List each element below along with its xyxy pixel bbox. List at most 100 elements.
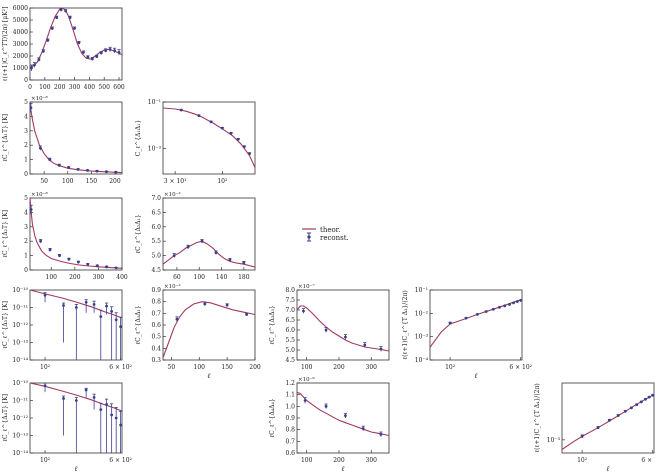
data-point xyxy=(512,301,515,305)
x-tick-label: 200 xyxy=(249,364,261,371)
x-tick-label: 10² xyxy=(445,364,456,371)
y-tick-label: 1 xyxy=(24,157,28,164)
y-tick-label: 10⁻¹⁰ xyxy=(12,287,28,294)
x-axis-label: ℓ xyxy=(606,465,610,473)
y-axis-label: C_ℓ^{Δ₁Δ₁} xyxy=(135,120,142,157)
data-point xyxy=(635,403,639,407)
y-tick-label: 10⁻¹³ xyxy=(12,433,28,440)
subplot-p33: 100 200 300 4.5 5.0 5.5 6.0 6.5 7.0 7.5 8.0 ×10⁻⁷ ℓC… xyxy=(269,283,390,371)
subplot-p21: 60 100 140 180 4.5 5.0 5.5 6.0 6.5 7.0 ×10⁻² ℓC_ℓ^{… xyxy=(135,191,256,281)
y-tick-label: 8.0 xyxy=(285,287,295,294)
x-tick-label: 0 xyxy=(28,84,32,91)
data-point xyxy=(57,163,61,167)
y-tick-label: 1 xyxy=(24,253,28,260)
x-tick-label: 400 xyxy=(84,84,96,91)
data-point xyxy=(48,158,52,162)
y-axis-label: ℓC_ℓ^{Δ₃Δ₃} xyxy=(269,305,276,345)
subplot-p43: 100 200 300 0.6 0.7 0.8 0.9 1.0 1.1 1.2 ×10⁻⁶ ℓC_ℓ^… xyxy=(269,376,390,473)
x-tick-label: 50 xyxy=(168,364,176,371)
data-point xyxy=(90,57,94,61)
data-point xyxy=(110,309,114,313)
y-tick-label: 10⁻¹⁴ xyxy=(12,357,28,364)
y-tick-label: 10⁻⁴ xyxy=(415,357,429,364)
data-point xyxy=(119,325,123,329)
x-tick-label: 100 xyxy=(194,364,206,371)
data-point xyxy=(197,114,201,118)
y-tick-label: 7.0 xyxy=(285,307,295,314)
data-point xyxy=(104,49,108,52)
y-axis-label: ℓC_ℓ^{Δ₃T} [K] xyxy=(2,301,9,349)
x-tick-label: 50 xyxy=(40,178,48,185)
x-tick-label: 200 xyxy=(69,274,81,281)
data-point xyxy=(30,66,33,70)
data-point xyxy=(119,423,123,427)
y-tick-label: 2000 xyxy=(13,53,28,60)
subplot-p11: 3 × 10¹ 10² 10⁻³ 10⁻¹ C_ℓ^{Δ₁Δ₁} xyxy=(135,99,256,185)
x-tick-label: 300 xyxy=(93,274,105,281)
x-axis-label: ℓ xyxy=(341,465,345,473)
x-axis-label: ℓ xyxy=(207,372,211,380)
data-point xyxy=(203,302,207,306)
subplot-p00: 0 100 200 300 400 500 600010002000300040005000… xyxy=(2,5,125,91)
x-tick-label: 400 xyxy=(116,274,128,281)
x-tick-label: 6 × 10² xyxy=(641,457,655,464)
y-tick-label: 1.2 xyxy=(285,380,295,387)
data-point xyxy=(114,318,118,322)
y-tick-label: 10⁻³ xyxy=(547,437,561,444)
data-point xyxy=(580,434,584,438)
y-exponent-label: ×10⁻⁸ xyxy=(31,191,49,198)
series-theory-line xyxy=(296,305,390,352)
x-tick-label: 300 xyxy=(69,84,81,91)
data-point xyxy=(68,16,72,19)
axis-frame xyxy=(162,289,256,361)
series-theory-line xyxy=(29,104,123,174)
data-point xyxy=(172,254,176,257)
data-point xyxy=(302,309,305,313)
legend: theor. reconst. xyxy=(302,226,349,242)
y-exponent-label: ×10⁻² xyxy=(164,191,181,198)
y-tick-label: 2 xyxy=(24,142,28,149)
axis-frame xyxy=(429,289,523,361)
y-axis-label: ℓC_ℓ^{Δ₂Δ₁} xyxy=(135,214,142,254)
y-tick-label: 3 xyxy=(24,224,28,231)
y-axis-label: ℓ(ℓ+1)C_ℓ^{T Δ₃}/(2π) xyxy=(402,290,409,360)
x-tick-label: 200 xyxy=(109,178,121,185)
subplot-p30: 10² 6 × 10² 10⁻¹⁴ 10⁻¹³ 10⁻¹² 10⁻¹¹ 10⁻¹⁰ℓC_ℓ^… xyxy=(2,287,133,371)
data-point xyxy=(84,300,88,304)
data-point xyxy=(37,58,41,61)
x-tick-label: 500 xyxy=(98,84,110,91)
series-theory-line xyxy=(429,298,523,348)
data-point xyxy=(117,51,121,54)
x-tick-label: 600 xyxy=(113,84,125,91)
axis-frame xyxy=(29,197,123,271)
legend-reconst-label: reconst. xyxy=(320,234,349,242)
y-tick-label: 4.5 xyxy=(151,267,161,274)
y-tick-label: 4 xyxy=(24,113,28,120)
data-point xyxy=(59,8,63,12)
x-tick-label: 100 xyxy=(301,364,313,371)
y-tick-label: 10⁻³ xyxy=(148,145,162,152)
axis-frame xyxy=(296,382,390,454)
data-point xyxy=(214,251,218,255)
data-point xyxy=(225,303,229,307)
y-axis-label: ℓC_ℓ^{Δ₁T} [K] xyxy=(2,114,9,162)
y-tick-label: 2 xyxy=(24,238,28,245)
y-tick-label: 5.0 xyxy=(151,253,161,260)
data-point xyxy=(363,343,367,347)
data-point xyxy=(630,406,633,410)
y-tick-label: 10⁻¹¹ xyxy=(12,398,28,405)
data-point xyxy=(248,152,251,156)
y-tick-label: 10⁻¹³ xyxy=(12,340,28,347)
data-point xyxy=(616,414,620,417)
axis-frame xyxy=(162,197,256,271)
data-point xyxy=(498,305,501,309)
x-tick-label: 10² xyxy=(577,457,588,464)
data-point xyxy=(608,418,611,422)
data-point xyxy=(43,293,47,297)
data-point xyxy=(108,48,112,51)
data-point xyxy=(236,137,240,141)
y-tick-label: 0.9 xyxy=(151,287,161,294)
data-point xyxy=(92,396,96,399)
x-tick-label: 10² xyxy=(40,364,51,371)
